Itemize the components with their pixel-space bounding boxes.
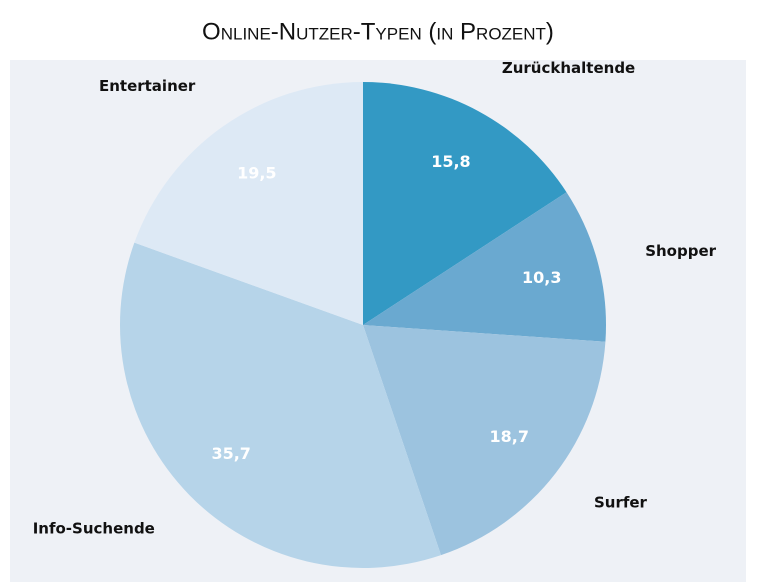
pie-slice — [134, 82, 363, 325]
category-label: Surfer — [594, 493, 648, 511]
pie-slice — [363, 82, 567, 325]
value-label: 19,5 — [237, 163, 276, 182]
category-label: Entertainer — [99, 77, 196, 95]
value-label: 35,7 — [211, 444, 250, 463]
category-label: Shopper — [645, 242, 716, 260]
chart-title: Online-Nutzer-Typen (in Prozent) — [202, 18, 554, 45]
value-label: 15,8 — [431, 152, 470, 171]
value-label: 10,3 — [522, 268, 561, 287]
pie-slice — [120, 242, 441, 568]
category-label: Info-Suchende — [33, 520, 155, 538]
pie-slice — [363, 325, 606, 556]
value-label: 18,7 — [490, 427, 529, 446]
pie-slice — [363, 192, 607, 342]
category-label: Zurückhaltende — [502, 59, 635, 77]
